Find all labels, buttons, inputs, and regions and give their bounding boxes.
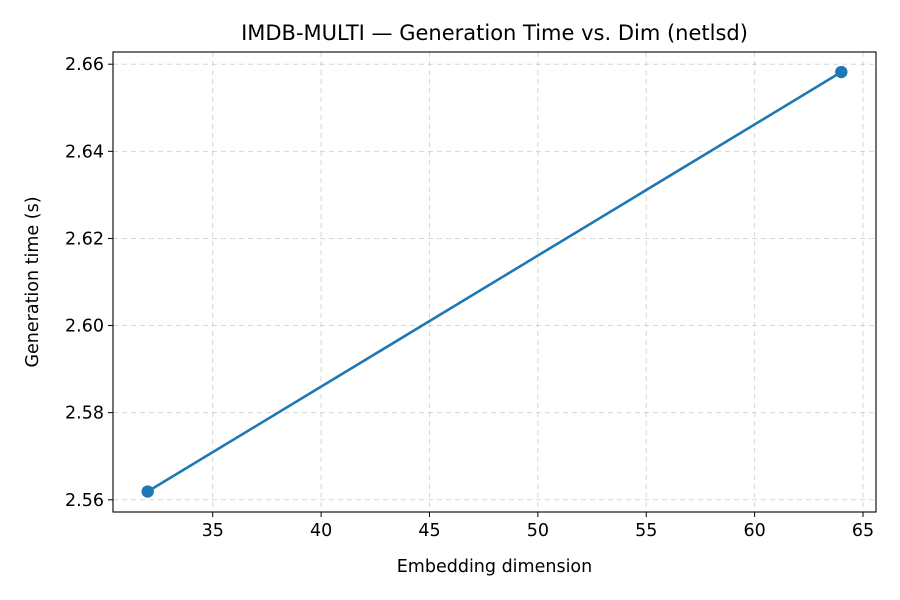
x-tick-label: 40 — [310, 521, 332, 541]
y-tick-label: 2.60 — [65, 317, 104, 337]
y-axis-label: Generation time (s) — [23, 196, 43, 367]
x-tick-label: 45 — [418, 521, 440, 541]
data-point — [141, 485, 154, 498]
series-line — [147, 70, 842, 493]
tick-layer: 35 40 45 50 55 60 65 2.56 2.58 2.60 2.62 2.64 2.66 — [65, 55, 874, 541]
y-tick-label: 2.66 — [65, 55, 104, 75]
chart-title: IMDB-MULTI — Generation Time vs. Dim (ne… — [241, 21, 748, 45]
series-layer — [141, 65, 848, 498]
y-tick-label: 2.64 — [65, 142, 104, 162]
y-tick-label: 2.58 — [65, 404, 104, 424]
x-tick-label: 55 — [635, 521, 657, 541]
plot-frame — [112, 51, 877, 513]
x-axis-label: Embedding dimension — [397, 557, 592, 577]
x-tick-label: 65 — [852, 521, 874, 541]
data-point — [835, 65, 848, 79]
x-tick-label: 35 — [202, 521, 224, 541]
y-tick-label: 2.56 — [65, 491, 104, 511]
x-tick-label: 60 — [743, 521, 765, 541]
y-tick-label: 2.62 — [65, 229, 104, 249]
x-tick-label: 50 — [527, 521, 549, 541]
grid — [113, 52, 876, 512]
